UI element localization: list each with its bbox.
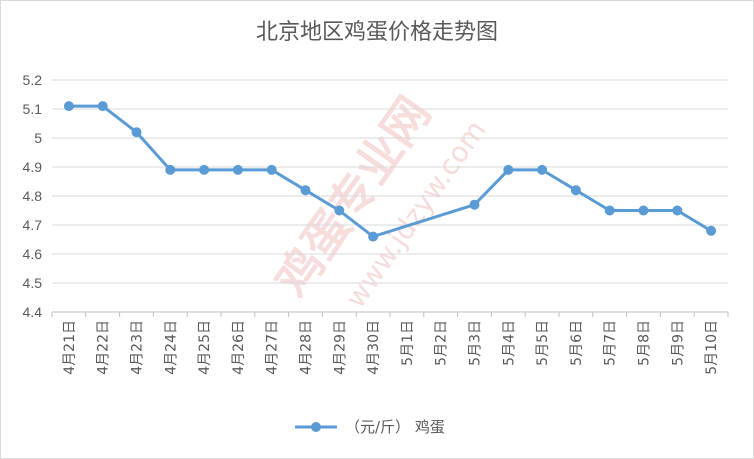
legend-label: （元/斤） 鸡蛋 xyxy=(345,418,445,436)
data-point xyxy=(672,205,683,216)
x-tick-label: 5月6日 xyxy=(569,320,585,366)
data-point xyxy=(300,185,311,196)
y-tick-label: 5.1 xyxy=(23,101,43,117)
data-point xyxy=(469,199,480,210)
y-tick-label: 4.4 xyxy=(23,304,43,320)
x-tick-label: 5月8日 xyxy=(637,320,653,366)
x-tick-label: 5月4日 xyxy=(501,320,517,366)
data-point xyxy=(266,164,277,175)
y-tick-label: 4.8 xyxy=(23,188,43,204)
y-tick-label: 4.6 xyxy=(23,246,43,262)
series-line xyxy=(68,104,712,239)
x-tick-label: 4月29日 xyxy=(332,320,348,375)
x-tick-label: 5月9日 xyxy=(670,320,686,366)
data-point xyxy=(199,164,210,175)
x-axis: 4月21日 4月22日 4月23日 4月24日 4月25日 4月26日 4月27日 4月28日… xyxy=(51,311,729,375)
data-point xyxy=(165,164,176,175)
x-tick-label: 5月1日 xyxy=(400,320,416,366)
x-tick-label: 4月27日 xyxy=(265,320,281,375)
x-tick-label: 4月22日 xyxy=(96,320,112,375)
x-tick-label: 4月24日 xyxy=(163,320,179,375)
data-point xyxy=(537,164,548,175)
y-tick-label: 5.2 xyxy=(23,72,43,88)
data-point xyxy=(706,225,717,236)
x-tick-label: 5月5日 xyxy=(535,320,551,366)
data-point xyxy=(232,164,243,175)
data-point xyxy=(503,164,514,175)
legend-marker xyxy=(311,422,321,432)
y-tick-label: 4.7 xyxy=(23,217,43,233)
x-tick-label: 4月28日 xyxy=(299,320,315,375)
y-tick-label: 5 xyxy=(34,130,42,146)
x-tick-label: 5月3日 xyxy=(468,320,484,366)
data-point xyxy=(334,205,345,216)
data-point xyxy=(97,101,108,112)
data-point xyxy=(638,205,649,216)
x-tick-label: 5月10日 xyxy=(704,320,720,375)
data-point xyxy=(131,127,142,138)
x-tick-label: 5月7日 xyxy=(603,320,619,366)
chart-title: 北京地区鸡蛋价格走势图 xyxy=(255,20,498,45)
x-tick-label: 4月30日 xyxy=(366,320,382,375)
data-point xyxy=(570,185,581,196)
x-tick-label: 4月21日 xyxy=(62,320,78,375)
y-tick-label: 4.5 xyxy=(23,275,43,291)
series-layer xyxy=(63,101,717,242)
x-tick-label: 4月26日 xyxy=(231,320,247,375)
legend: （元/斤） 鸡蛋 xyxy=(295,418,445,436)
y-tick-label: 4.9 xyxy=(23,159,43,175)
watermark: 鸡蛋专业网 www.jdzyw.com xyxy=(265,87,493,314)
x-tick-label: 5月2日 xyxy=(434,320,450,366)
y-axis: 4.4 4.5 4.6 4.7 4.8 4.9 5 5.1 5.2 xyxy=(23,72,43,320)
x-tick-label: 4月25日 xyxy=(197,320,213,375)
data-point xyxy=(368,231,379,242)
x-tick-label: 4月23日 xyxy=(130,320,146,375)
data-point xyxy=(604,205,615,216)
data-point xyxy=(63,101,74,112)
